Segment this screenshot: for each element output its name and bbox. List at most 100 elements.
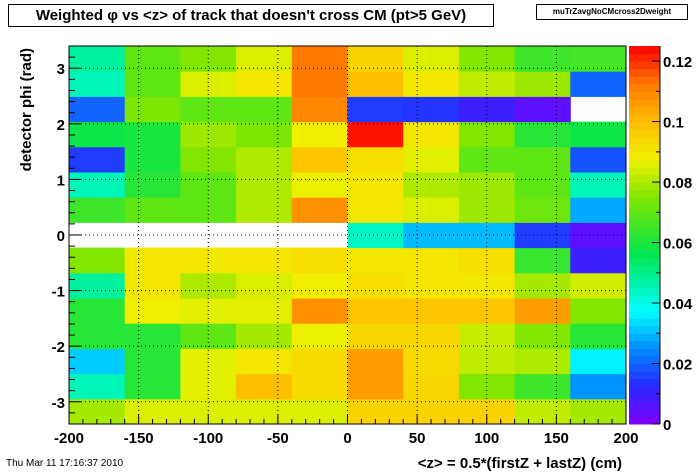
heatmap-cell: [236, 272, 293, 299]
color-scale-band: [629, 348, 660, 357]
color-scale-band: [629, 242, 660, 251]
heatmap-cell: [514, 323, 571, 349]
color-scale-label: 0.04: [663, 296, 693, 313]
color-scale-label: 0.12: [663, 54, 692, 71]
x-tick-label: -50: [267, 430, 289, 447]
color-scale-band: [629, 204, 660, 213]
color-scale-band: [629, 287, 660, 296]
heatmap-cell: [403, 172, 460, 198]
color-scale-band: [629, 219, 660, 228]
heatmap-cell: [347, 71, 404, 97]
heatmap-cell: [236, 373, 293, 400]
heatmap-cell: [514, 172, 571, 198]
heatmap-cell: [291, 146, 348, 173]
heatmap-cell: [570, 71, 627, 97]
color-scale-band: [629, 53, 660, 62]
heatmap-cell: [124, 373, 181, 400]
heatmap-cell: [180, 96, 237, 123]
color-scale-band: [629, 182, 660, 191]
heatmap-cell: [403, 298, 460, 324]
heatmap-cell: [69, 146, 126, 173]
heatmap-cell: [347, 222, 404, 249]
color-scale-label: 0.1: [663, 115, 684, 132]
color-scale-band: [629, 318, 660, 327]
color-scale-band: [629, 189, 660, 198]
y-tick-label: -1: [52, 284, 65, 301]
heatmap-cell: [291, 197, 348, 223]
y-tick-label: 3: [57, 61, 65, 78]
heatmap-cell: [347, 96, 404, 123]
heatmap-cell: [570, 348, 627, 375]
heatmap-cell: [124, 71, 181, 97]
heatmap-cell: [514, 71, 571, 97]
x-tick-label: -100: [193, 430, 223, 447]
heatmap-cell: [514, 46, 571, 72]
heatmap-cell: [458, 146, 516, 173]
heatmap-cell: [458, 71, 516, 97]
heatmap-cell: [124, 121, 181, 148]
heatmap-cell: [180, 247, 237, 274]
color-scale-band: [629, 98, 660, 107]
heatmap-cell: [291, 348, 348, 375]
color-scale-band: [629, 340, 660, 349]
heatmap-cell: [69, 247, 126, 274]
y-tick-label: -3: [52, 395, 65, 412]
heatmap-cell: [291, 373, 348, 400]
heatmap-cell: [69, 298, 126, 324]
heatmap-cell: [514, 298, 571, 324]
color-scale-label: 0.06: [663, 236, 692, 253]
heatmap-cell: [514, 146, 571, 173]
color-scale-band: [629, 371, 660, 380]
heatmap-cell: [347, 146, 404, 173]
heatmap-cell: [180, 348, 237, 375]
y-axis-label: detector phi (rad): [18, 48, 35, 171]
y-tick-label: -2: [52, 339, 65, 356]
color-scale-band: [629, 76, 660, 85]
heatmap-cell: [570, 298, 627, 324]
heatmap-cell: [291, 298, 348, 324]
color-scale-band: [629, 197, 660, 206]
x-tick-label: 0: [343, 430, 351, 447]
heatmap-cell: [124, 348, 181, 375]
heatmap-cell: [403, 247, 460, 274]
heatmap-cell: [69, 96, 126, 123]
heatmap-cell: [69, 348, 126, 375]
heatmap-cell: [124, 272, 181, 299]
heatmap-cell: [124, 247, 181, 274]
x-tick-label: 150: [544, 430, 569, 447]
color-scale-band: [629, 333, 660, 342]
color-scale-band: [629, 280, 660, 289]
color-scale-band: [629, 257, 660, 266]
heatmap-cell: [570, 121, 627, 148]
heatmap-cell: [458, 247, 516, 274]
heatmap-cell: [403, 272, 460, 299]
color-scale-band: [629, 166, 660, 176]
heatmap-cell: [124, 323, 181, 349]
heatmap-cell: [69, 272, 126, 299]
heatmap-cell: [236, 71, 293, 97]
color-scale-band: [629, 378, 660, 387]
color-scale-label: 0: [663, 417, 671, 434]
color-scale-band: [629, 83, 660, 92]
heatmap-cell: [458, 323, 516, 349]
heatmap-cell: [124, 46, 181, 72]
x-tick-label: 200: [613, 430, 638, 447]
color-scale-band: [629, 386, 660, 395]
heatmap-cell: [570, 146, 627, 173]
heatmap-cell: [236, 348, 293, 375]
heatmap-cell: [458, 348, 516, 375]
heatmap-cell: [347, 348, 404, 375]
heatmap-cell: [347, 121, 404, 148]
heatmap-cell: [570, 323, 627, 349]
heatmap-cell: [347, 172, 404, 198]
heatmap-cell: [403, 222, 460, 249]
color-scale-band: [629, 235, 660, 244]
grid-lines: [69, 46, 626, 424]
color-scale-band: [629, 303, 660, 312]
heatmap-cell: [458, 96, 516, 123]
heatmap-cell: [570, 373, 627, 400]
color-scale-band: [629, 212, 660, 221]
color-scale-band: [629, 355, 660, 365]
x-axis-label: <z> = 0.5*(firstZ + lastZ) (cm): [418, 455, 622, 472]
